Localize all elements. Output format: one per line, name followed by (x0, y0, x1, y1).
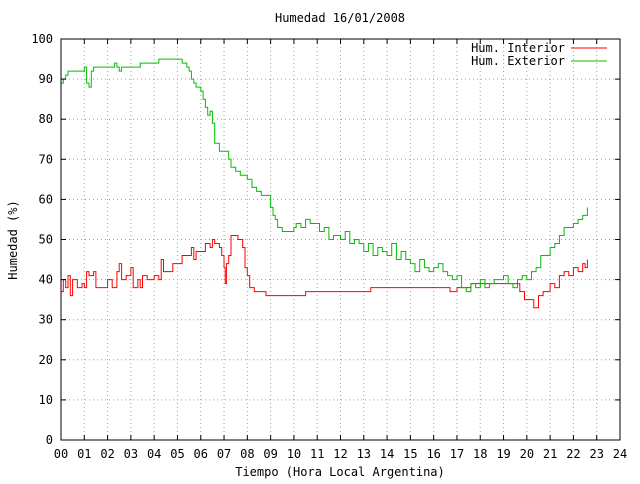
y-tick-label: 30 (39, 313, 53, 327)
x-tick-label: 07 (217, 447, 231, 461)
x-tick-label: 17 (450, 447, 464, 461)
legend: Hum. Interior Hum. Exterior (471, 41, 607, 68)
y-tick-label: 90 (39, 72, 53, 86)
series-line-exterior (61, 58, 588, 293)
legend-label-interior: Hum. Interior (471, 41, 565, 55)
series-line-interior (61, 235, 588, 309)
y-tick-label: 80 (39, 112, 53, 126)
x-tick-label: 18 (473, 447, 487, 461)
x-tick-label: 05 (170, 447, 184, 461)
y-tick-label: 70 (39, 152, 53, 166)
legend-label-exterior: Hum. Exterior (471, 54, 565, 68)
x-tick-label: 14 (380, 447, 394, 461)
x-tick-label: 08 (240, 447, 254, 461)
y-tick-label: 100 (31, 32, 53, 46)
x-tick-label: 23 (589, 447, 603, 461)
x-tick-label: 15 (403, 447, 417, 461)
x-tick-label: 21 (543, 447, 557, 461)
y-tick-label: 40 (39, 273, 53, 287)
y-tick-label: 0 (46, 433, 53, 447)
x-axis-label: Tiempo (Hora Local Argentina) (235, 465, 445, 479)
chart-title: Humedad 16/01/2008 (275, 11, 405, 25)
grid (61, 39, 620, 440)
x-tick-label: 10 (287, 447, 301, 461)
x-tick-label: 02 (100, 447, 114, 461)
y-tick-label: 50 (39, 233, 53, 247)
x-tick-label: 20 (520, 447, 534, 461)
x-tick-label: 04 (147, 447, 161, 461)
x-tick-label: 03 (124, 447, 138, 461)
x-tick-label: 19 (496, 447, 510, 461)
x-tick-label: 00 (54, 447, 68, 461)
y-tick-label: 60 (39, 192, 53, 206)
y-tick-label: 20 (39, 353, 53, 367)
x-tick-label: 12 (333, 447, 347, 461)
series-lines (61, 58, 588, 309)
x-tick-label: 22 (566, 447, 580, 461)
y-axis-label: Humedad (%) (6, 200, 20, 279)
x-tick-label: 24 (613, 447, 627, 461)
y-tick-label: 10 (39, 393, 53, 407)
x-tick-label: 11 (310, 447, 324, 461)
x-tick-label: 13 (357, 447, 371, 461)
x-tick-label: 06 (194, 447, 208, 461)
x-tick-label: 01 (77, 447, 91, 461)
x-tick-label: 09 (263, 447, 277, 461)
ticks: 00 01 02 03 04 05 06 07 08 09 10 11 12 13 14 15 16 17 18 19… (31, 32, 627, 461)
x-tick-label: 16 (426, 447, 440, 461)
